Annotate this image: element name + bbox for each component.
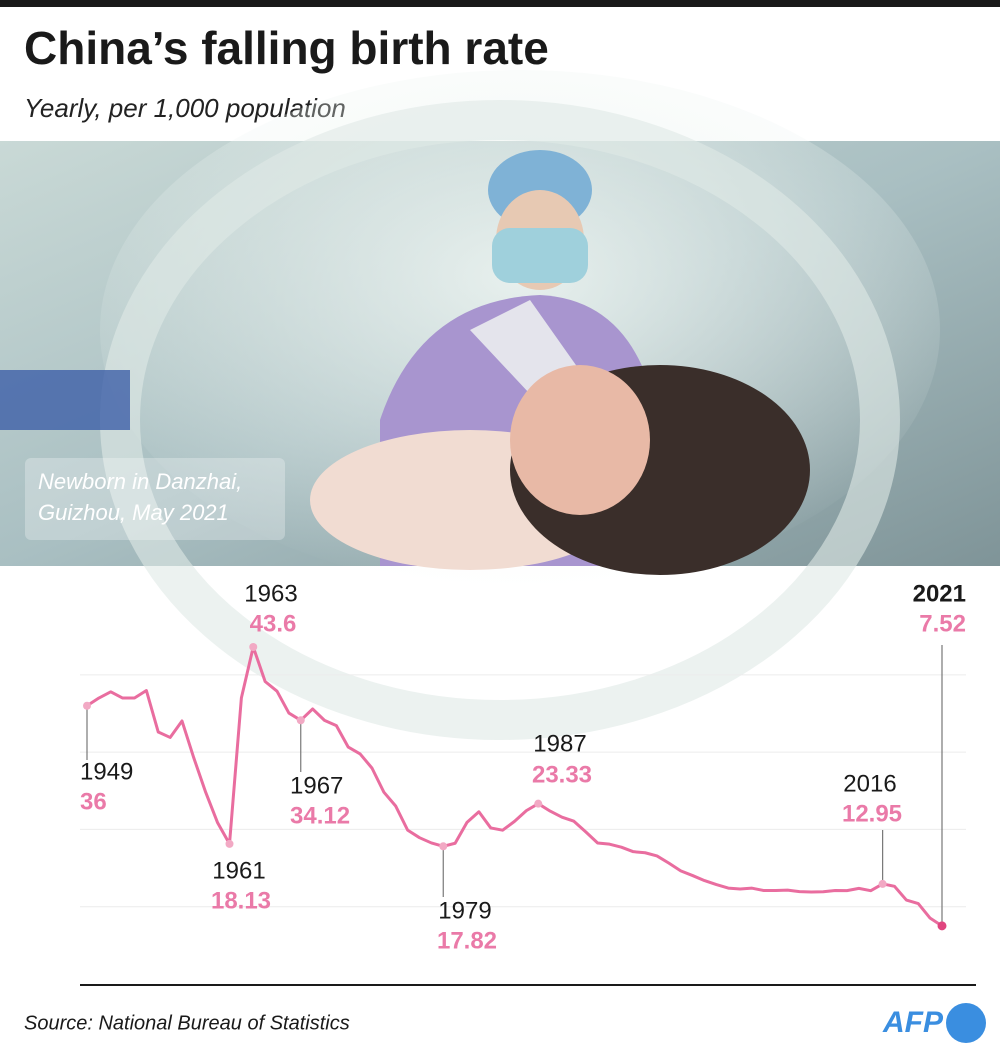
highlight-dot xyxy=(249,643,258,652)
logo-text: AFP xyxy=(882,1006,944,1039)
annotation-year: 1979 xyxy=(438,897,491,924)
annotation-year: 1967 xyxy=(290,772,343,799)
annotation-value: 12.95 xyxy=(842,800,902,827)
annotation-year: 1949 xyxy=(80,758,133,785)
photo-caption: Guizhou, May 2021 xyxy=(38,500,229,525)
highlight-dot xyxy=(296,716,305,725)
source: Source: National Bureau of Statistics xyxy=(24,1012,350,1034)
photo xyxy=(0,70,1000,740)
photo-caption: Newborn in Danzhai, xyxy=(38,469,242,494)
annotation-year: 1987 xyxy=(533,730,586,757)
annotation-value: 34.12 xyxy=(290,802,350,829)
annotation-value: 17.82 xyxy=(437,927,497,954)
annotation-year: 1961 xyxy=(212,857,265,884)
annotation-value: 18.13 xyxy=(211,887,271,914)
annotation-value: 36 xyxy=(80,788,107,815)
chart-title: China’s falling birth rate xyxy=(24,22,549,74)
highlight-dot xyxy=(439,842,448,851)
highlight-dot xyxy=(83,701,91,710)
annotation-value: 7.52 xyxy=(919,610,966,637)
top-bar xyxy=(0,0,1000,7)
annotation-value: 43.6 xyxy=(250,610,297,637)
highlight-dot xyxy=(937,921,947,931)
annotation-value: 23.33 xyxy=(532,761,592,788)
annotation-year: 2021 xyxy=(913,580,966,607)
logo-circle xyxy=(946,1003,986,1043)
plot: 1949 36 1961 18.13 1963 43.6 1967 34.12 1979 17.8… xyxy=(80,580,966,954)
afp-logo: AFP xyxy=(882,1003,986,1043)
annotation-year: 2016 xyxy=(843,770,896,797)
highlight-dot xyxy=(225,839,234,848)
highlight-dot xyxy=(534,799,543,808)
highlight-dot xyxy=(878,879,887,888)
annotation-year: 1963 xyxy=(244,580,297,607)
